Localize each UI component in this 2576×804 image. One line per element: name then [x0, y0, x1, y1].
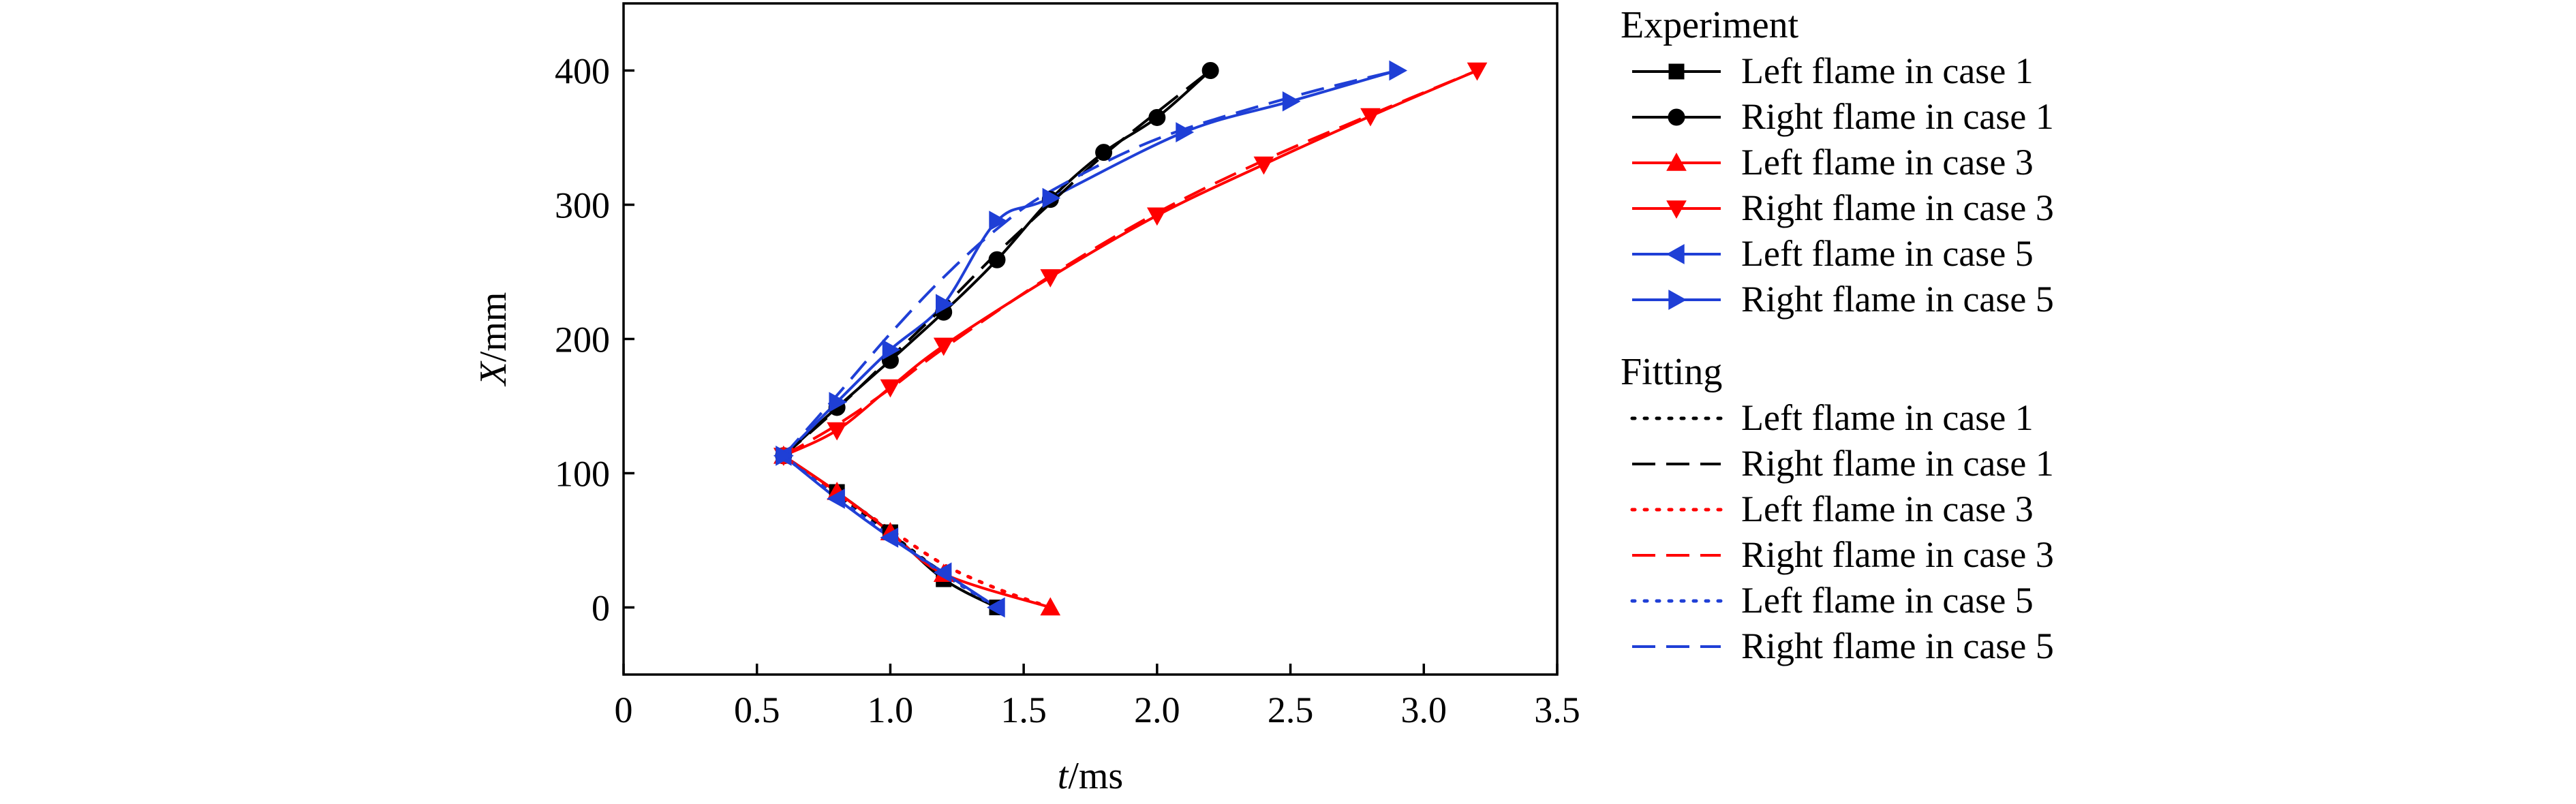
- series-point-3: [933, 337, 954, 356]
- x-tick-label: 2.5: [1268, 690, 1314, 730]
- legend-marker: [1666, 244, 1685, 264]
- series-line-11: [782, 69, 1398, 457]
- legend-marker: [1666, 200, 1687, 219]
- series-line-8: [782, 454, 1052, 609]
- legend-marker: [1668, 290, 1687, 310]
- legend-marker: [1668, 63, 1685, 80]
- x-tick-label: 3.5: [1534, 690, 1580, 730]
- series-point-2: [1040, 597, 1061, 616]
- legend-entry-label: Right flame in case 5: [1741, 279, 2054, 320]
- series-point-1: [988, 251, 1006, 268]
- legend-entry-label: Right flame in case 3: [1741, 187, 2054, 228]
- series-line-2: [782, 454, 1051, 609]
- x-tick-label: 2.0: [1134, 690, 1180, 730]
- series-point-4: [933, 562, 952, 583]
- y-tick-label: 100: [555, 454, 610, 495]
- legend-entry-label: Left flame in case 1: [1741, 397, 2034, 438]
- y-axis: 0 100 200 300 400: [555, 51, 634, 629]
- series-point-3: [1360, 108, 1381, 127]
- legend-entry-label: Right flame in case 3: [1741, 534, 2054, 575]
- series-line-3: [782, 69, 1478, 457]
- x-tick-label: 3.0: [1401, 690, 1447, 730]
- series-point-3: [1040, 269, 1061, 288]
- x-axis: 0 0.5 1.0 1.5 2.0 2.5 3.0 3.5: [615, 664, 1580, 730]
- x-axis-label: t/ms: [1058, 755, 1123, 797]
- x-tick-label: 0.5: [734, 690, 780, 730]
- legend-heading: Experiment: [1621, 4, 1799, 46]
- y-tick-label: 300: [555, 185, 610, 226]
- legend-marker: [1668, 108, 1685, 126]
- legend-entry-label: Left flame in case 3: [1741, 489, 2034, 529]
- series-point-3: [1147, 207, 1167, 226]
- series-point-4: [880, 527, 899, 548]
- y-axis-label: X/mm: [472, 292, 515, 387]
- series-point-5: [1176, 122, 1195, 142]
- series-point-5: [936, 294, 954, 315]
- legend-entry-label: Left flame in case 3: [1741, 142, 2034, 183]
- series-point-3: [1253, 156, 1274, 175]
- series-point-5: [1282, 91, 1301, 112]
- legend-entry-label: Left flame in case 5: [1741, 580, 2034, 621]
- series-point-1: [1148, 108, 1166, 126]
- y-tick-label: 400: [555, 51, 610, 92]
- series-point-1: [1095, 144, 1113, 161]
- series-point-5: [1389, 60, 1408, 81]
- series-point-1: [1201, 62, 1219, 79]
- series-point-5: [989, 211, 1008, 231]
- y-tick-label: 0: [592, 588, 610, 629]
- legend-entry-label: Right flame in case 5: [1741, 625, 2054, 666]
- series-point-5: [776, 446, 794, 466]
- legend-entry-label: Left flame in case 1: [1741, 50, 2034, 91]
- y-tick-label: 200: [555, 320, 610, 360]
- series-line-9: [782, 69, 1478, 457]
- series-point-4: [827, 489, 845, 509]
- series-point-3: [1467, 62, 1488, 81]
- series-point-5: [882, 339, 901, 360]
- legend-entry-label: Left flame in case 5: [1741, 233, 2034, 274]
- plot-area-frame: [622, 2, 1559, 676]
- series-point-3: [827, 422, 847, 441]
- legend-entry-label: Right flame in case 1: [1741, 443, 2054, 484]
- x-tick-label: 0: [615, 690, 633, 730]
- series-line-5: [782, 69, 1398, 457]
- series-point-4: [986, 597, 1005, 618]
- x-tick-label: 1.0: [868, 690, 914, 730]
- series-point-3: [880, 379, 901, 398]
- legend-heading: Fitting: [1621, 351, 1722, 393]
- series-point-5: [1042, 187, 1061, 208]
- x-tick-label: 1.5: [1000, 690, 1047, 730]
- marker-layer: [773, 60, 1488, 618]
- legend-marker: [1666, 152, 1687, 171]
- legend-entry-label: Right flame in case 1: [1741, 96, 2054, 137]
- series-point-5: [829, 392, 848, 412]
